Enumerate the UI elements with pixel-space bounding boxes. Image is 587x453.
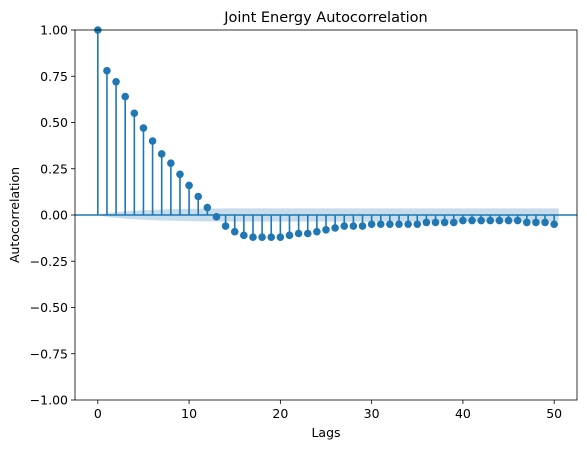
marker-lag-21	[285, 231, 294, 240]
marker-lag-12	[203, 203, 212, 212]
y-tick-label-3: −0.25	[30, 254, 68, 269]
marker-lag-4	[130, 109, 139, 118]
marker-lag-7	[157, 150, 166, 158]
chart-title: Joint Energy Autocorrelation	[223, 10, 428, 26]
marker-lag-50	[550, 220, 558, 229]
marker-lag-34	[404, 220, 412, 229]
marker-lag-23	[303, 229, 312, 238]
marker-lag-10	[185, 181, 193, 190]
marker-lag-43	[486, 216, 495, 225]
marker-lag-5	[139, 124, 148, 132]
marker-lag-44	[495, 216, 504, 225]
marker-lag-24	[313, 227, 321, 236]
marker-lag-41	[468, 216, 476, 225]
marker-lag-26	[331, 224, 339, 232]
stems-group	[97, 30, 555, 238]
plot-area	[75, 26, 577, 241]
marker-lag-38	[440, 218, 449, 227]
marker-lag-37	[431, 218, 440, 227]
x-tick-label-20: 20	[272, 406, 288, 421]
marker-lag-39	[449, 218, 458, 227]
marker-lag-47	[523, 218, 531, 227]
y-axis-ticks: −1.00 −0.75 −0.50 −0.25 0.00 0.25 0.50 0.75 1.00	[30, 23, 75, 408]
marker-lag-29	[358, 222, 367, 230]
x-tick-label-0: 0	[94, 406, 102, 421]
marker-lag-8	[167, 159, 175, 167]
marker-lag-2	[112, 78, 120, 86]
marker-lag-36	[422, 218, 431, 227]
marker-lag-17	[249, 233, 257, 241]
marker-lag-13	[212, 213, 221, 221]
x-axis-ticks: 0 10 20 30 40 50	[94, 400, 562, 421]
marker-lag-32	[386, 220, 394, 229]
x-tick-label-40: 40	[455, 406, 471, 421]
marker-lag-33	[395, 220, 403, 229]
marker-lag-20	[276, 233, 285, 241]
x-tick-label-50: 50	[546, 406, 562, 421]
marker-lag-28	[349, 222, 358, 230]
marker-lag-16	[240, 231, 248, 240]
marker-lag-1	[103, 66, 111, 75]
marker-lag-15	[230, 227, 239, 236]
y-tick-label-2: −0.50	[30, 300, 68, 315]
y-tick-label-7: 0.75	[40, 69, 68, 84]
marker-lag-27	[340, 222, 349, 230]
x-axis-label: Lags	[311, 425, 340, 440]
marker-lag-25	[322, 226, 330, 234]
marker-lag-49	[541, 218, 549, 227]
marker-lag-18	[258, 233, 266, 241]
x-tick-label-30: 30	[364, 406, 380, 421]
markers-group	[94, 26, 558, 241]
marker-lag-6	[148, 137, 157, 145]
y-tick-label-6: 0.50	[40, 115, 68, 130]
marker-lag-9	[176, 170, 184, 179]
marker-lag-40	[459, 216, 467, 225]
y-tick-label-0: −1.00	[30, 393, 68, 408]
y-axis-label: Autocorrelation	[7, 167, 22, 263]
marker-lag-42	[477, 216, 485, 225]
marker-lag-30	[367, 220, 376, 229]
marker-lag-46	[513, 216, 522, 225]
marker-lag-31	[376, 220, 385, 229]
y-tick-label-8: 1.00	[40, 23, 68, 38]
marker-lag-3	[121, 92, 129, 101]
marker-lag-48	[532, 218, 540, 227]
y-tick-label-4: 0.00	[40, 208, 68, 223]
y-tick-label-5: 0.25	[40, 161, 68, 176]
marker-lag-19	[267, 233, 276, 241]
y-tick-label-1: −0.75	[30, 346, 68, 361]
x-tick-label-10: 10	[181, 406, 197, 421]
marker-lag-14	[221, 222, 230, 230]
marker-lag-45	[504, 216, 513, 225]
marker-lag-11	[194, 192, 203, 201]
marker-lag-22	[294, 229, 303, 238]
marker-lag-35	[413, 220, 422, 229]
